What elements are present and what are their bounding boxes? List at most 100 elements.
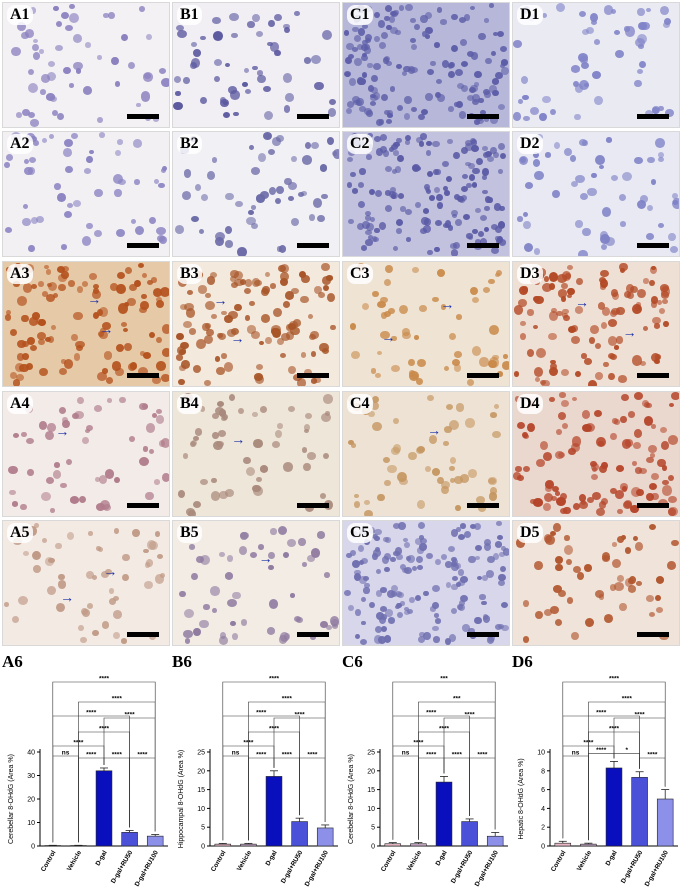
nucleus [611, 175, 619, 181]
nucleus [471, 98, 479, 105]
nucleus [329, 616, 339, 626]
nucleus [70, 496, 80, 504]
nucleus [271, 137, 281, 147]
nucleus [632, 355, 642, 366]
nucleus [455, 527, 462, 532]
nucleus [276, 186, 284, 195]
nucleus [28, 245, 35, 253]
nucleus [47, 60, 56, 67]
nucleus [86, 223, 93, 230]
nucleus [451, 209, 459, 216]
nucleus [211, 477, 218, 484]
nucleus [289, 592, 296, 598]
nucleus [479, 110, 487, 116]
micrograph-b2: B2 [172, 131, 340, 257]
nucleus [425, 149, 432, 157]
nucleus [57, 112, 65, 121]
nucleus [377, 300, 387, 309]
nucleus [268, 148, 276, 155]
nucleus [186, 290, 193, 295]
nucleus [542, 282, 553, 292]
significance-label: **** [86, 710, 97, 717]
nucleus [280, 352, 287, 358]
nucleus [11, 501, 19, 507]
nucleus [421, 31, 428, 37]
nucleus [449, 634, 457, 642]
nucleus [576, 278, 583, 286]
nucleus [663, 17, 671, 25]
significance-label: **** [307, 752, 318, 759]
nucleus [21, 314, 29, 323]
nucleus [577, 572, 585, 580]
nucleus [158, 439, 165, 447]
nucleus [233, 111, 239, 117]
scale-bar [637, 114, 669, 119]
nucleus [418, 636, 426, 643]
nucleus [252, 484, 261, 493]
nucleus [43, 264, 49, 270]
nucleus [38, 339, 45, 346]
nucleus [256, 31, 264, 37]
nucleus [622, 171, 632, 181]
nucleus [191, 215, 200, 223]
nucleus [581, 423, 592, 433]
nucleus [522, 432, 528, 439]
nucleus [9, 489, 16, 496]
nucleus [44, 430, 55, 441]
nucleus [485, 570, 494, 578]
nucleus [347, 604, 354, 612]
nucleus [522, 94, 529, 100]
significance-label: **** [622, 696, 633, 703]
nucleus [362, 302, 370, 310]
nucleus [160, 287, 169, 297]
nucleus [5, 154, 14, 162]
nucleus [380, 32, 388, 39]
nucleus [470, 52, 479, 60]
nucleus [291, 156, 297, 163]
nucleus [474, 616, 482, 625]
nucleus [584, 617, 594, 627]
nucleus [432, 140, 440, 148]
nucleus [454, 351, 462, 359]
scale-bar [297, 632, 329, 637]
nucleus [640, 195, 649, 203]
nucleus [562, 312, 569, 319]
nucleus [56, 265, 65, 273]
bar-vehicle [580, 843, 597, 847]
nucleus [447, 545, 455, 552]
nucleus [405, 555, 412, 561]
nucleus [213, 440, 223, 450]
nucleus [415, 538, 423, 545]
nucleus [414, 201, 422, 209]
nucleus [489, 84, 498, 94]
nucleus [550, 109, 557, 116]
nucleus [73, 312, 83, 321]
nucleus [389, 187, 396, 193]
nucleus [371, 74, 379, 83]
nucleus [142, 352, 151, 359]
nucleus [348, 78, 357, 86]
significance-bracket [392, 681, 496, 840]
nucleus [649, 523, 657, 530]
nucleus [570, 336, 580, 345]
nucleus [283, 26, 290, 34]
nucleus [22, 203, 28, 209]
nucleus [466, 94, 474, 101]
nucleus [404, 95, 412, 104]
nucleus [282, 552, 289, 558]
nucleus [290, 217, 300, 227]
nucleus [384, 15, 390, 22]
nucleus [646, 456, 654, 464]
bar-control [554, 842, 572, 847]
micrograph-d5: D5 [512, 520, 680, 646]
nucleus [563, 506, 571, 515]
nucleus [15, 374, 24, 382]
nucleus [349, 323, 356, 330]
nucleus [513, 112, 521, 121]
nucleus [53, 5, 60, 12]
nucleus [513, 304, 524, 315]
nucleus [418, 141, 425, 147]
nucleus [288, 366, 297, 375]
nucleus [347, 439, 354, 445]
nucleus [521, 76, 529, 85]
